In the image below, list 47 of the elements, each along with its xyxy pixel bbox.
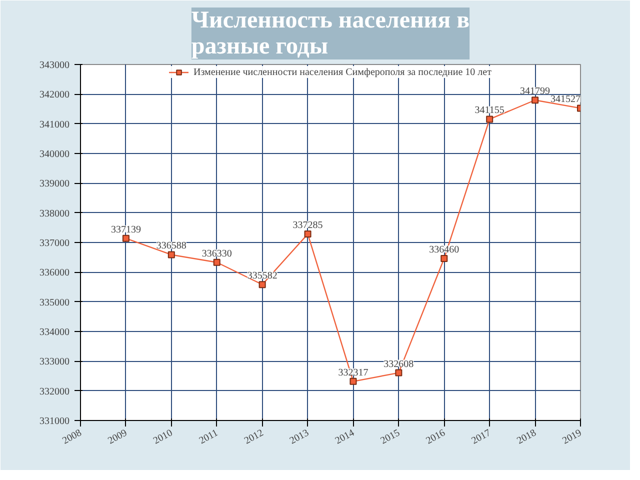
- y-tick-label: 335000: [40, 297, 70, 308]
- y-tick-label: 333000: [40, 356, 70, 368]
- x-tick-label: 2009: [106, 428, 130, 447]
- x-tick-label: 2017: [470, 428, 493, 447]
- point: [122, 234, 130, 242]
- point: [486, 116, 494, 123]
- x-tick-label: 2018: [515, 428, 538, 447]
- data-label: 332608: [384, 358, 414, 370]
- data-label: 341527: [550, 94, 580, 106]
- y-tick-label: 332000: [40, 386, 70, 398]
- point: [213, 258, 220, 266]
- y-tick-label: 343000: [40, 60, 70, 71]
- x-tick-label: 2016: [424, 428, 448, 447]
- x-tick-label: 2019: [560, 428, 584, 447]
- data-label: 336460: [429, 244, 460, 256]
- data-label: 337139: [110, 224, 141, 236]
- y-tick-label: 338000: [40, 208, 70, 220]
- x-tick-label: 2008: [60, 428, 84, 447]
- data-label: 332317: [338, 367, 368, 378]
- data-label: 336330: [202, 248, 232, 260]
- point: [440, 255, 448, 262]
- point: [350, 378, 357, 385]
- y-tick-label: 339000: [40, 178, 70, 190]
- x-tick-label: 2014: [334, 428, 356, 447]
- y-tick-label: 342000: [40, 90, 70, 101]
- x-tick-label: 2013: [288, 428, 311, 447]
- legend-label: Изменение численности населения Симферополя за последние 10 лет: [194, 66, 492, 78]
- data-label: 337285: [292, 220, 323, 232]
- y-tick-label: 334000: [40, 327, 70, 338]
- y-tick-label: 337000: [40, 238, 70, 249]
- point: [304, 230, 312, 238]
- x-tick-label: 2012: [242, 428, 266, 447]
- point: [395, 369, 402, 376]
- x-tick-label: 2011: [197, 428, 220, 447]
- data-label: 336588: [156, 240, 186, 252]
- y-tick-label: 341000: [40, 119, 70, 130]
- x-tick-label: 2015: [378, 428, 402, 447]
- y-tick-label: 331000: [40, 416, 70, 427]
- point: [258, 281, 266, 288]
- x-tick-label: 2010: [152, 428, 175, 447]
- data-label: 341155: [474, 105, 504, 116]
- chart-title: Численность населения в разные годы: [191, 8, 470, 60]
- data-label: 335582: [247, 270, 278, 282]
- point: [532, 96, 539, 104]
- y-tick-label: 340000: [40, 149, 70, 160]
- y-tick-label: 336000: [40, 268, 70, 279]
- point: [168, 251, 175, 258]
